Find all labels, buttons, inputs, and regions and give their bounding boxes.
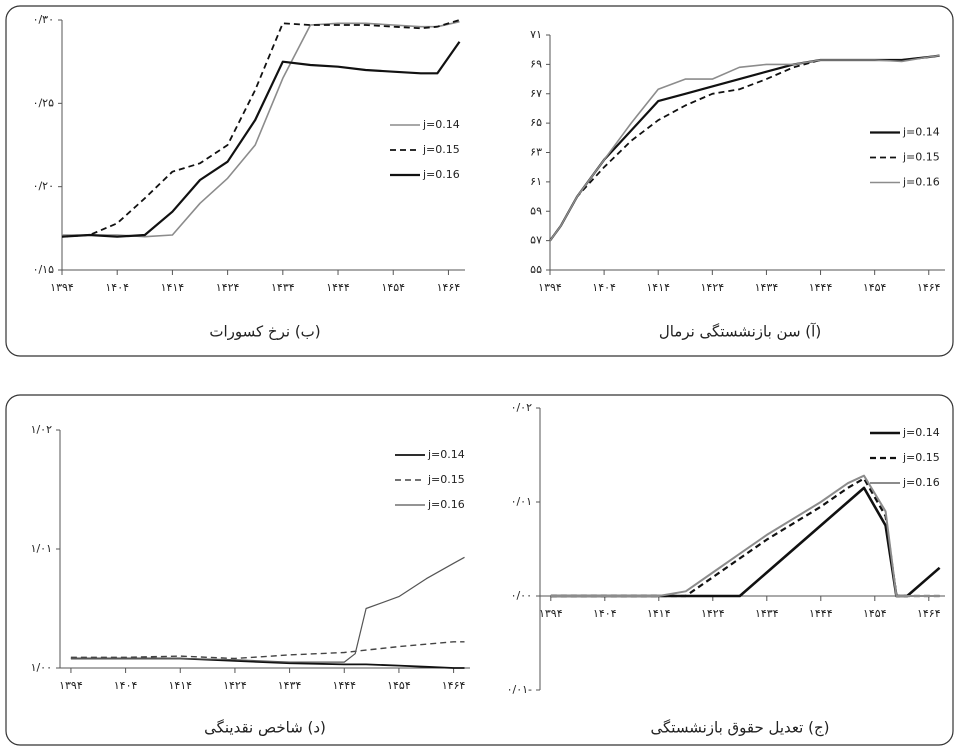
- y-tick-label: ۵۹: [530, 204, 542, 217]
- series-line: [70, 641, 465, 660]
- legend-label: j=0.16: [427, 498, 465, 511]
- x-tick-label: ۱۳۹۴: [538, 281, 562, 294]
- y-tick-label: ۰/۰۱-: [507, 683, 532, 696]
- series-line: [61, 19, 460, 238]
- x-tick-label: ۱۴۳۴: [271, 281, 295, 294]
- chart-title: (آ) سن بازنشستگی نرمال: [659, 323, 821, 341]
- y-tick-label: ۵۵: [530, 263, 542, 276]
- y-tick-label: ۱/۰۱: [31, 542, 52, 555]
- legend-label: j=0.15: [427, 473, 465, 486]
- x-tick-label: ۱۴۶۴: [917, 281, 941, 294]
- y-tick-label: ۰/۰۰: [511, 589, 532, 602]
- series-line: [70, 657, 465, 669]
- x-tick-label: ۱۴۳۴: [755, 607, 779, 620]
- x-tick-label: ۱۴۶۴: [442, 679, 466, 692]
- legend-label: j=0.16: [902, 176, 940, 189]
- x-tick-label: ۱۴۱۴: [647, 607, 671, 620]
- x-tick-label: ۱۴۳۴: [755, 281, 779, 294]
- x-tick-label: ۱۳۹۴: [539, 607, 563, 620]
- x-tick-label: ۱۴۵۴: [387, 679, 411, 692]
- series-line: [550, 474, 940, 597]
- y-tick-label: ۵۷: [530, 234, 542, 247]
- x-tick-label: ۱۴۴۴: [809, 281, 833, 294]
- x-tick-label: ۱۴۰۴: [592, 281, 616, 294]
- x-tick-label: ۱۴۲۴: [701, 281, 725, 294]
- legend-label: j=0.16: [422, 168, 460, 181]
- x-tick-label: ۱۳۹۴: [59, 679, 83, 692]
- y-tick-label: ۰/۳۰: [33, 13, 54, 26]
- x-tick-label: ۱۴۳۴: [278, 679, 302, 692]
- y-tick-label: ۰/۰۲: [511, 401, 533, 414]
- x-tick-label: ۱۴۱۴: [168, 679, 192, 692]
- x-tick-label: ۱۴۶۴: [917, 607, 941, 620]
- x-tick-label: ۱۴۶۴: [437, 281, 461, 294]
- x-tick-label: ۱۳۹۴: [50, 281, 74, 294]
- y-tick-label: ۰/۲۵: [33, 96, 55, 109]
- series-line: [70, 556, 465, 663]
- y-tick-label: ۰/۱۵: [33, 263, 55, 276]
- series-line: [549, 54, 940, 242]
- legend-label: j=0.14: [427, 448, 465, 461]
- y-tick-label: ۰/۰۱: [511, 495, 532, 508]
- x-tick-label: ۱۴۰۴: [593, 607, 617, 620]
- x-tick-label: ۱۴۵۴: [863, 281, 887, 294]
- series-line: [61, 41, 461, 238]
- x-tick-label: ۱۴۴۴: [332, 679, 356, 692]
- chart-title: (د) شاخص نقدینگی: [204, 719, 326, 737]
- x-tick-label: ۱۴۰۴: [105, 281, 129, 294]
- legend-label: j=0.14: [422, 118, 460, 131]
- x-tick-label: ۱۴۲۴: [223, 679, 247, 692]
- y-tick-label: ۷۱: [530, 28, 542, 41]
- legend-label: j=0.15: [902, 151, 940, 164]
- x-tick-label: ۱۴۵۴: [863, 607, 887, 620]
- x-tick-label: ۱۴۲۴: [216, 281, 240, 294]
- y-tick-label: ۶۳: [530, 146, 542, 159]
- panel-top: [5, 5, 954, 357]
- series-line: [549, 54, 940, 242]
- series-line: [550, 477, 940, 598]
- series-line: [549, 54, 940, 242]
- legend-label: j=0.15: [422, 143, 460, 156]
- chart-title: (ب) نرخ کسورات: [209, 323, 320, 341]
- y-tick-label: ۶۱: [530, 175, 542, 188]
- panel-bottom: [5, 394, 954, 746]
- x-tick-label: ۱۴۲۴: [701, 607, 725, 620]
- x-tick-label: ۱۴۱۴: [161, 281, 185, 294]
- x-tick-label: ۱۴۱۴: [646, 281, 670, 294]
- x-tick-label: ۱۴۵۴: [381, 281, 405, 294]
- y-tick-label: ۶۹: [530, 57, 542, 70]
- legend-label: j=0.16: [902, 476, 940, 489]
- y-tick-label: ۱/۰۰: [31, 661, 52, 674]
- chart-title: (ج) تعدیل حقوق بازنشستگی: [651, 719, 830, 738]
- x-tick-label: ۱۴۴۴: [326, 281, 350, 294]
- legend-label: j=0.14: [902, 426, 940, 439]
- y-tick-label: ۶۷: [530, 87, 542, 100]
- series-line: [62, 20, 460, 238]
- y-tick-label: ۱/۰۲: [31, 423, 53, 436]
- y-tick-label: ۰/۲۰: [33, 180, 54, 193]
- legend-label: j=0.15: [902, 451, 940, 464]
- legend-label: j=0.14: [902, 126, 940, 139]
- x-tick-label: ۱۴۴۴: [809, 607, 833, 620]
- x-tick-label: ۱۴۰۴: [114, 679, 138, 692]
- y-tick-label: ۶۵: [530, 116, 542, 129]
